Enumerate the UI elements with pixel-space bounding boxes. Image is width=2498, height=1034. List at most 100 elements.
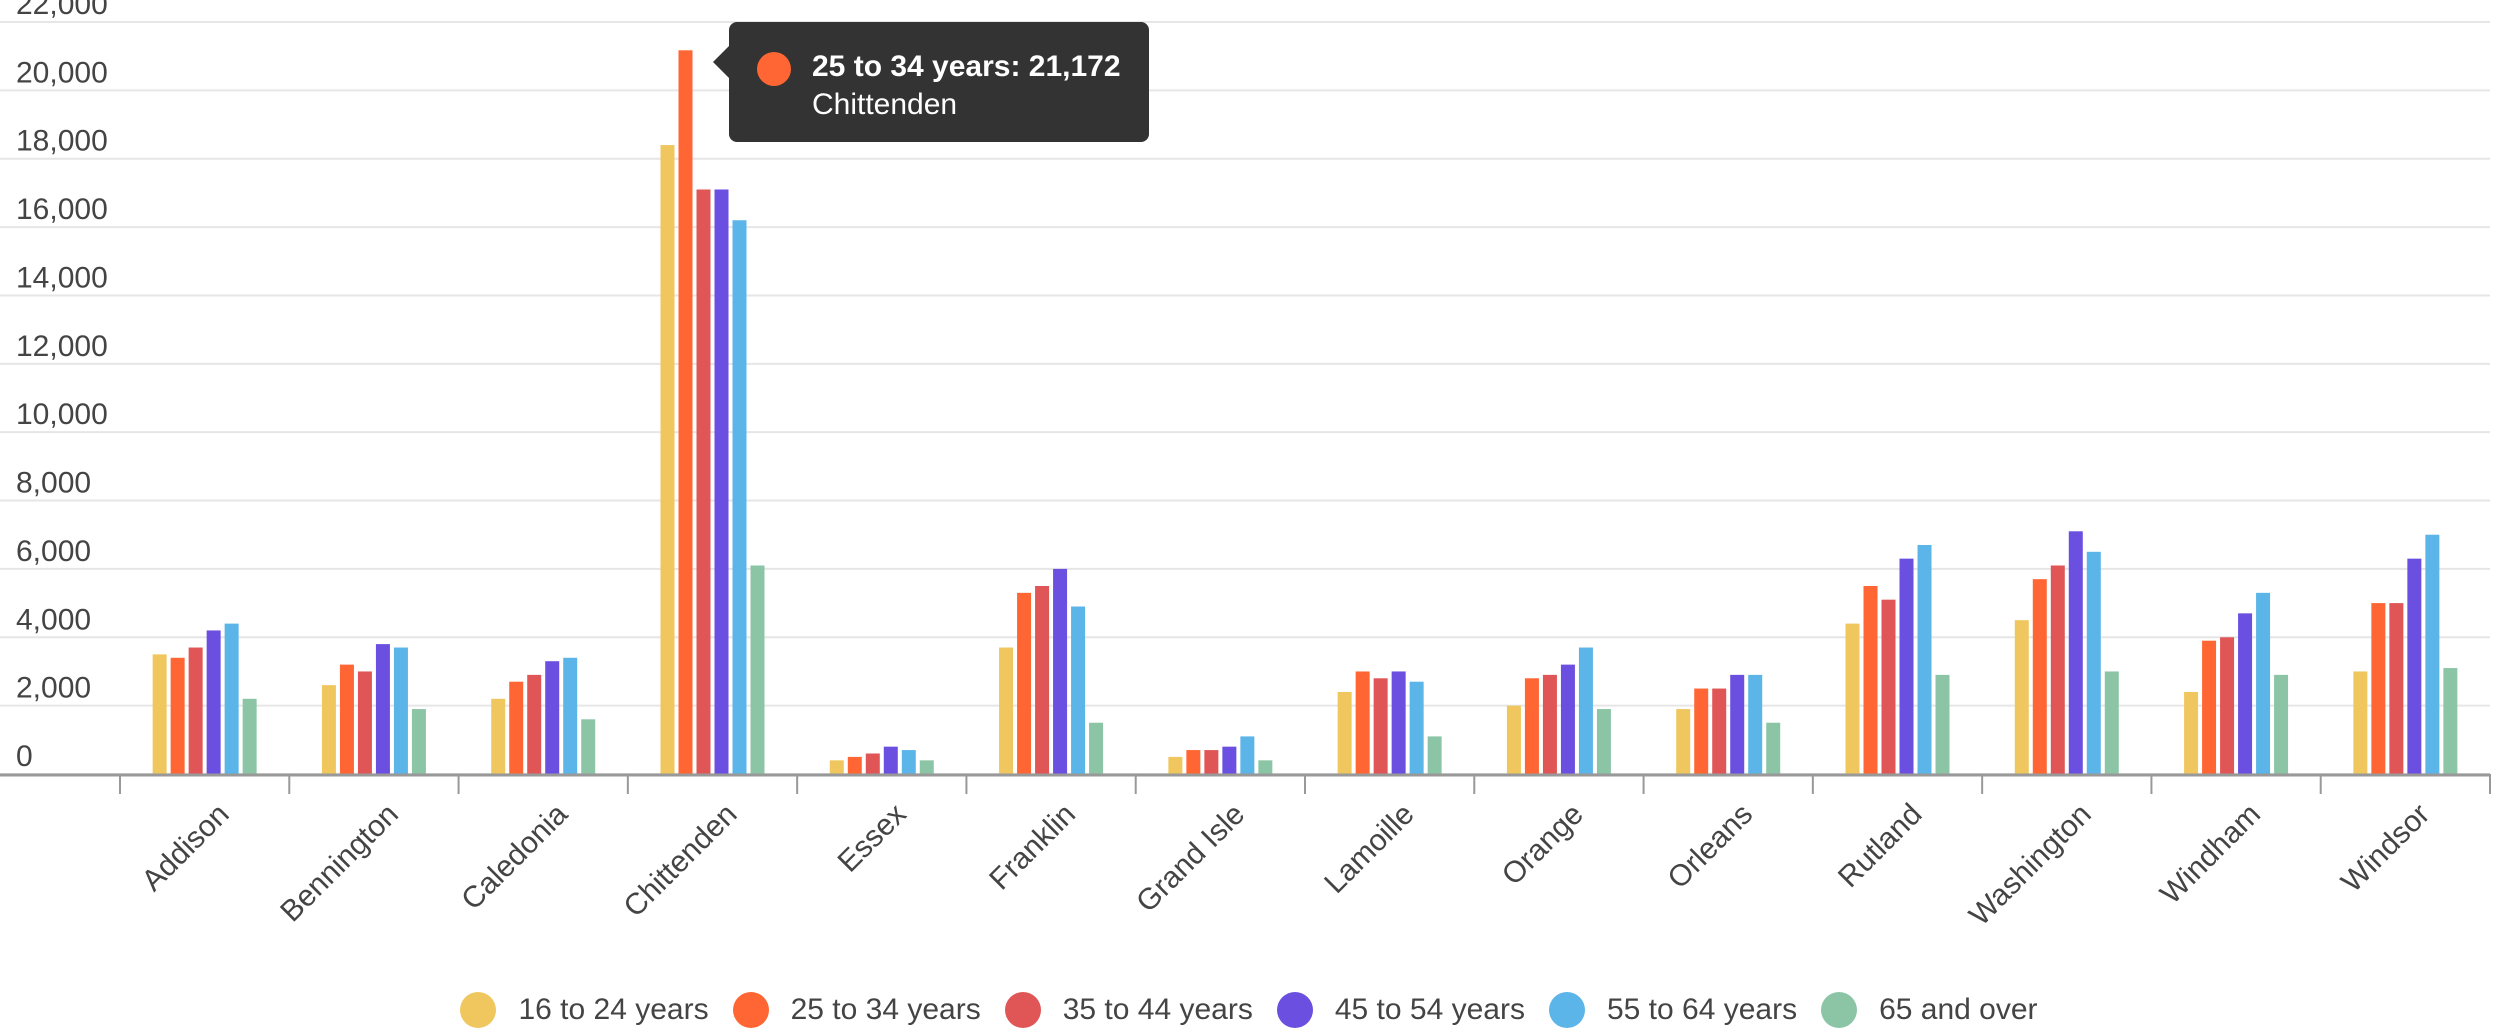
bar[interactable] [2407, 558, 2422, 774]
bar[interactable] [1560, 664, 1575, 774]
bar[interactable] [1935, 674, 1950, 774]
legend-item[interactable]: 25 to 34 years [732, 992, 981, 1028]
bar[interactable] [1676, 709, 1691, 774]
bar[interactable] [1881, 599, 1896, 774]
legend-item[interactable]: 55 to 64 years [1548, 992, 1797, 1028]
bar[interactable] [1427, 736, 1442, 774]
bar[interactable] [242, 698, 257, 774]
bar[interactable] [750, 565, 765, 774]
bar[interactable] [2371, 603, 2386, 774]
y-tick-label: 8,000 [16, 467, 91, 500]
bar[interactable] [1337, 691, 1352, 774]
bar[interactable] [1391, 671, 1406, 774]
bar[interactable] [393, 647, 408, 774]
bar[interactable] [1204, 750, 1219, 774]
bar[interactable] [1748, 674, 1763, 774]
bar[interactable] [545, 661, 560, 774]
bar[interactable] [2202, 640, 2217, 774]
bar[interactable] [581, 719, 596, 774]
bar[interactable] [1409, 681, 1424, 774]
legend-item[interactable]: 65 and over [1821, 992, 2038, 1028]
bar[interactable] [509, 681, 524, 774]
x-tick-label: Essex [832, 798, 913, 879]
legend-item[interactable]: 45 to 54 years [1276, 992, 1525, 1028]
bar[interactable] [2274, 674, 2289, 774]
bar[interactable] [2443, 668, 2458, 774]
bar[interactable] [901, 750, 916, 774]
bar[interactable] [188, 647, 203, 774]
legend-item[interactable]: 35 to 44 years [1004, 992, 1253, 1028]
bar[interactable] [1053, 568, 1068, 774]
bar[interactable] [2184, 691, 2199, 774]
bar[interactable] [1524, 678, 1539, 774]
bar[interactable] [1168, 756, 1183, 774]
bar[interactable] [1071, 606, 1086, 774]
bar[interactable] [1506, 705, 1521, 774]
bar[interactable] [847, 756, 862, 774]
bar[interactable] [678, 50, 693, 774]
x-axis: Addison Bennington Caledonia Chittenden Esse… [0, 773, 2491, 932]
bar[interactable] [2068, 531, 2083, 774]
bar[interactable] [2256, 592, 2271, 774]
bar[interactable] [563, 657, 578, 774]
bar[interactable] [170, 657, 185, 774]
bar[interactable] [411, 709, 426, 774]
bar[interactable] [883, 746, 898, 774]
bar[interactable] [1258, 760, 1273, 774]
bar[interactable] [527, 674, 542, 774]
bar[interactable] [2050, 565, 2065, 774]
bar[interactable] [1186, 750, 1201, 774]
bar[interactable] [1240, 736, 1255, 774]
bar[interactable] [1845, 623, 1860, 774]
bar[interactable] [1355, 671, 1370, 774]
bar[interactable] [224, 623, 239, 774]
bar[interactable] [2014, 620, 2029, 774]
y-tick-label: 12,000 [16, 330, 108, 363]
bar[interactable] [2425, 534, 2440, 774]
bar[interactable] [1694, 688, 1709, 774]
bar[interactable] [152, 654, 167, 774]
bar[interactable] [1863, 586, 1878, 774]
bar[interactable] [2104, 671, 2119, 774]
bar[interactable] [1766, 722, 1781, 774]
bar[interactable] [206, 630, 221, 774]
bar[interactable] [2238, 613, 2253, 774]
bar[interactable] [1222, 746, 1237, 774]
bar[interactable] [1917, 544, 1932, 774]
bar[interactable] [1899, 558, 1914, 774]
bar[interactable] [1712, 688, 1727, 774]
bar[interactable] [865, 753, 880, 774]
bar[interactable] [1373, 678, 1388, 774]
bar[interactable] [696, 189, 711, 774]
bar[interactable] [1578, 647, 1593, 774]
bar[interactable] [1017, 592, 1032, 774]
bar[interactable] [714, 189, 729, 774]
legend-item[interactable]: 16 to 24 years [460, 992, 709, 1028]
bar[interactable] [1730, 674, 1745, 774]
bar[interactable] [491, 698, 506, 774]
bar[interactable] [829, 760, 844, 774]
legend-label: 45 to 54 years [1334, 993, 1525, 1026]
bar[interactable] [375, 644, 390, 774]
y-tick-label: 16,000 [16, 193, 108, 226]
bar[interactable] [357, 671, 372, 774]
bar[interactable] [321, 685, 336, 774]
bar[interactable] [1035, 586, 1050, 774]
bar[interactable] [1596, 709, 1611, 774]
bar[interactable] [732, 220, 747, 775]
bar[interactable] [339, 664, 354, 774]
bar[interactable] [2032, 579, 2047, 774]
bar[interactable] [919, 760, 934, 774]
bar[interactable] [1089, 722, 1104, 774]
bar[interactable] [2086, 551, 2101, 774]
x-tick-label: Franklin [983, 798, 1082, 897]
bar[interactable] [660, 145, 675, 774]
y-tick-label: 18,000 [16, 125, 108, 158]
x-tick-label: Rutland [1832, 798, 1928, 894]
bar[interactable] [2220, 637, 2235, 774]
bar[interactable] [1542, 674, 1557, 774]
tooltip-category: Chittenden [812, 88, 958, 121]
bar[interactable] [2389, 603, 2404, 774]
bar[interactable] [999, 647, 1014, 774]
bar[interactable] [2353, 671, 2368, 774]
